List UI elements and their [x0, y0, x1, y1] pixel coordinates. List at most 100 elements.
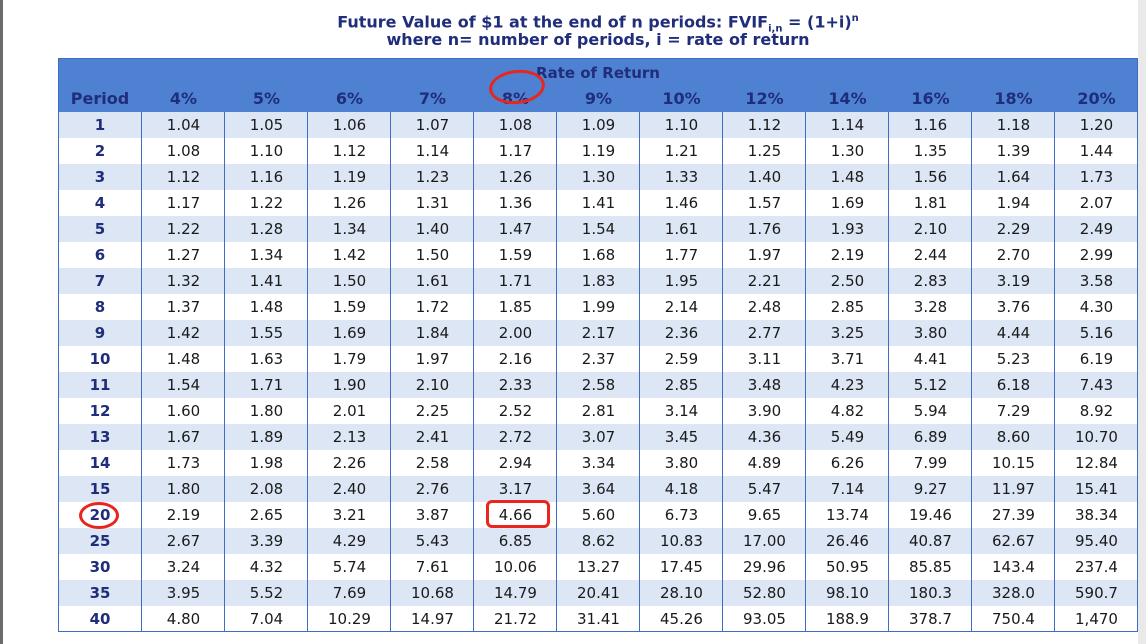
value-cell: 1.23: [415, 168, 450, 186]
column-divider: [1054, 112, 1055, 632]
value-cell: 4.89: [747, 454, 782, 472]
value-cell: 1.79: [332, 350, 367, 368]
table-row: 11 1.54 1.71 1.90 2.10 2.33 2.58 2.85 3.48 4.23 5.…: [58, 372, 1138, 398]
value-cell: 26.46: [826, 532, 869, 550]
value-cell: 4.18: [664, 480, 699, 498]
value-cell: 3.11: [747, 350, 782, 368]
value-cell: 1.30: [830, 142, 865, 160]
period-cell: 13: [89, 428, 111, 446]
value-cell: 1.71: [498, 272, 533, 290]
value-cell: 1.37: [166, 298, 201, 316]
table-row: 40 4.80 7.04 10.29 14.97 21.72 31.41 45.26 93.05…: [58, 606, 1138, 632]
table-row: 14 1.73 1.98 2.26 2.58 2.94 3.34 3.80 4.89 6.26 7.…: [58, 450, 1138, 476]
value-cell: 17.00: [743, 532, 786, 550]
table-row: 10 1.48 1.63 1.79 1.97 2.16 2.37 2.59 3.11 3.71 4.…: [58, 346, 1138, 372]
period-cell: 6: [94, 246, 106, 264]
rate-header: 4%: [169, 89, 198, 108]
value-cell: 7.29: [996, 402, 1031, 420]
value-cell: 3.19: [996, 272, 1031, 290]
value-cell: 2.16: [498, 350, 533, 368]
column-divider: [805, 112, 806, 632]
value-cell: 1.80: [249, 402, 284, 420]
value-cell: 2.59: [664, 350, 699, 368]
value-cell: 1.41: [249, 272, 284, 290]
value-cell: 4.66: [498, 506, 533, 524]
value-cell: 3.21: [332, 506, 367, 524]
value-cell: 31.41: [577, 610, 620, 628]
value-cell: 1.61: [415, 272, 450, 290]
value-cell: 2.37: [581, 350, 616, 368]
value-cell: 3.87: [415, 506, 450, 524]
column-divider: [971, 112, 972, 632]
value-cell: 1.50: [415, 246, 450, 264]
value-cell: 2.08: [249, 480, 284, 498]
column-header-row: Period 4% 5% 6% 7% 8% 9% 10% 12% 14% 16% 18% 20%: [58, 86, 1138, 112]
value-cell: 4.32: [249, 558, 284, 576]
value-cell: 12.84: [1075, 454, 1118, 472]
value-cell: 2.49: [1079, 220, 1114, 238]
value-cell: 1.76: [747, 220, 782, 238]
value-cell: 1.55: [249, 324, 284, 342]
value-cell: 2.21: [747, 272, 782, 290]
value-cell: 5.23: [996, 350, 1031, 368]
value-cell: 5.12: [913, 376, 948, 394]
value-cell: 1.84: [415, 324, 450, 342]
value-cell: 1.47: [498, 220, 533, 238]
value-cell: 2.00: [498, 324, 533, 342]
value-cell: 9.65: [747, 506, 782, 524]
table-row: 9 1.42 1.55 1.69 1.84 2.00 2.17 2.36 2.77 3.25 3.8…: [58, 320, 1138, 346]
value-cell: 3.90: [747, 402, 782, 420]
value-cell: 1.98: [249, 454, 284, 472]
value-cell: 98.10: [826, 584, 869, 602]
period-cell: 1: [94, 116, 106, 134]
value-cell: 2.25: [415, 402, 450, 420]
value-cell: 1.60: [166, 402, 201, 420]
value-cell: 1.12: [166, 168, 201, 186]
value-cell: 1.67: [166, 428, 201, 446]
circle-annotation-period-20: [79, 502, 119, 529]
value-cell: 3.39: [249, 532, 284, 550]
table-row: 12 1.60 1.80 2.01 2.25 2.52 2.81 3.14 3.90 4.82 5.…: [58, 398, 1138, 424]
value-cell: 3.25: [830, 324, 865, 342]
value-cell: 1.06: [332, 116, 367, 134]
value-cell: 1.04: [166, 116, 201, 134]
column-divider: [556, 112, 557, 632]
value-cell: 1.90: [332, 376, 367, 394]
left-edge-bar: [0, 0, 3, 644]
value-cell: 3.07: [581, 428, 616, 446]
table-row: 35 3.95 5.52 7.69 10.68 14.79 20.41 28.10 52.80 9…: [58, 580, 1138, 606]
column-divider: [224, 112, 225, 632]
table-row: 25 2.67 3.39 4.29 5.43 6.85 8.62 10.83 17.00 26.4…: [58, 528, 1138, 554]
value-cell: 237.4: [1075, 558, 1118, 576]
value-cell: 1.50: [332, 272, 367, 290]
value-cell: 6.89: [913, 428, 948, 446]
table-title: Future Value of $1 at the end of n perio…: [337, 12, 859, 35]
table-row: 7 1.32 1.41 1.50 1.61 1.71 1.83 1.95 2.21 2.50 2.8…: [58, 268, 1138, 294]
value-cell: 2.10: [913, 220, 948, 238]
value-cell: 1.34: [249, 246, 284, 264]
value-cell: 1.22: [249, 194, 284, 212]
table-row: 4 1.17 1.22 1.26 1.31 1.36 1.41 1.46 1.57 1.69 1.8…: [58, 190, 1138, 216]
value-cell: 50.95: [826, 558, 869, 576]
value-cell: 4.80: [166, 610, 201, 628]
column-divider: [639, 112, 640, 632]
value-cell: 5.94: [913, 402, 948, 420]
value-cell: 17.45: [660, 558, 703, 576]
value-cell: 1.48: [830, 168, 865, 186]
value-cell: 1.22: [166, 220, 201, 238]
value-cell: 2.99: [1079, 246, 1114, 264]
value-cell: 2.29: [996, 220, 1031, 238]
value-cell: 4.36: [747, 428, 782, 446]
value-cell: 10.15: [992, 454, 1035, 472]
table-row: 5 1.22 1.28 1.34 1.40 1.47 1.54 1.61 1.76 1.93 2.1…: [58, 216, 1138, 242]
column-divider: [722, 112, 723, 632]
period-header: Period: [70, 89, 130, 108]
value-cell: 1.33: [664, 168, 699, 186]
value-cell: 2.14: [664, 298, 699, 316]
value-cell: 2.48: [747, 298, 782, 316]
value-cell: 11.97: [992, 480, 1035, 498]
value-cell: 1.77: [664, 246, 699, 264]
period-cell: 25: [89, 532, 111, 550]
value-cell: 1.36: [498, 194, 533, 212]
value-cell: 8.92: [1079, 402, 1114, 420]
